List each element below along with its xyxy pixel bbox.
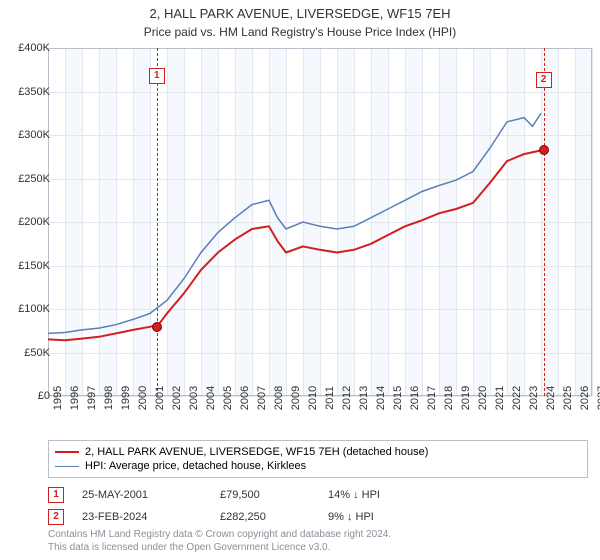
x-axis-label: 1998: [103, 386, 115, 410]
x-axis-label: 2012: [341, 386, 353, 410]
y-axis-label: £200K: [6, 216, 50, 228]
x-axis-label: 2018: [443, 386, 455, 410]
x-axis-label: 2020: [477, 386, 489, 410]
transaction-date: 23-FEB-2024: [82, 511, 202, 523]
series-line-price_paid: [48, 150, 541, 340]
chart-container: 2, HALL PARK AVENUE, LIVERSEDGE, WF15 7E…: [0, 0, 600, 560]
footnote-line: This data is licensed under the Open Gov…: [48, 541, 588, 554]
x-axis-label: 2010: [307, 386, 319, 410]
legend-row: 2, HALL PARK AVENUE, LIVERSEDGE, WF15 7E…: [55, 445, 581, 459]
legend-swatch: [55, 451, 79, 453]
legend-swatch: [55, 466, 79, 467]
x-axis-label: 2011: [324, 386, 336, 410]
chart-marker-box: 2: [536, 72, 552, 88]
transaction-row: 2 23-FEB-2024 £282,250 9% ↓ HPI: [48, 506, 588, 528]
x-axis-label: 1995: [52, 386, 64, 410]
x-axis-label: 2005: [222, 386, 234, 410]
series-line-hpi: [48, 113, 541, 333]
x-axis-label: 2019: [460, 386, 472, 410]
transaction-vs-hpi: 14% ↓ HPI: [328, 489, 428, 501]
y-axis-label: £150K: [6, 260, 50, 272]
legend-label: HPI: Average price, detached house, Kirk…: [85, 460, 306, 472]
x-axis-label: 2024: [545, 386, 557, 410]
footnote-line: Contains HM Land Registry data © Crown c…: [48, 528, 588, 541]
x-axis-label: 2000: [137, 386, 149, 410]
chart-legend: 2, HALL PARK AVENUE, LIVERSEDGE, WF15 7E…: [48, 440, 588, 478]
chart-marker-box: 1: [149, 68, 165, 84]
x-axis-label: 2016: [409, 386, 421, 410]
transaction-price: £282,250: [220, 511, 310, 523]
x-axis-label: 2014: [375, 386, 387, 410]
chart-plot-area: 12: [48, 48, 592, 396]
transaction-row: 1 25-MAY-2001 £79,500 14% ↓ HPI: [48, 484, 588, 506]
x-axis-label: 1997: [86, 386, 98, 410]
x-axis-label: 2017: [426, 386, 438, 410]
x-axis-label: 2013: [358, 386, 370, 410]
attribution-footnote: Contains HM Land Registry data © Crown c…: [48, 528, 588, 554]
x-axis-label: 2008: [273, 386, 285, 410]
transaction-date: 25-MAY-2001: [82, 489, 202, 501]
x-axis-label: 2001: [154, 386, 166, 410]
y-axis-label: £350K: [6, 86, 50, 98]
page-title: 2, HALL PARK AVENUE, LIVERSEDGE, WF15 7E…: [0, 0, 600, 23]
x-axis-label: 2023: [528, 386, 540, 410]
x-axis-label: 2015: [392, 386, 404, 410]
y-axis-label: £100K: [6, 303, 50, 315]
transaction-vs-hpi: 9% ↓ HPI: [328, 511, 428, 523]
y-axis-label: £300K: [6, 129, 50, 141]
chart-marker-dot: [539, 145, 549, 155]
transaction-marker: 2: [48, 509, 64, 525]
x-axis-label: 2007: [256, 386, 268, 410]
x-axis-label: 2022: [511, 386, 523, 410]
x-axis-label: 2003: [188, 386, 200, 410]
y-axis-label: £400K: [6, 42, 50, 54]
transaction-marker: 1: [48, 487, 64, 503]
transaction-price: £79,500: [220, 489, 310, 501]
x-axis-label: 2025: [562, 386, 574, 410]
x-axis-label: 2026: [579, 386, 591, 410]
x-axis-label: 1999: [120, 386, 132, 410]
x-axis-label: 2027: [596, 386, 600, 410]
x-axis-label: 1996: [69, 386, 81, 410]
transactions-table: 1 25-MAY-2001 £79,500 14% ↓ HPI 2 23-FEB-2024…: [48, 484, 588, 528]
x-axis-label: 2009: [290, 386, 302, 410]
legend-row: HPI: Average price, detached house, Kirk…: [55, 459, 581, 473]
y-axis-label: £50K: [6, 347, 50, 359]
x-axis-label: 2006: [239, 386, 251, 410]
page-subtitle: Price paid vs. HM Land Registry's House …: [0, 23, 600, 43]
x-axis-label: 2004: [205, 386, 217, 410]
x-axis-label: 2021: [494, 386, 506, 410]
y-axis-label: £250K: [6, 173, 50, 185]
y-axis-label: £0: [6, 390, 50, 402]
x-axis-label: 2002: [171, 386, 183, 410]
chart-marker-dot: [152, 322, 162, 332]
legend-label: 2, HALL PARK AVENUE, LIVERSEDGE, WF15 7E…: [85, 446, 428, 458]
